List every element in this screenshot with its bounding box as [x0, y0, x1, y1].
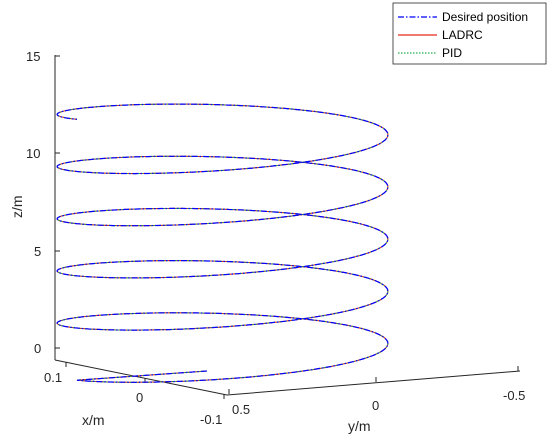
- x-tick-label: 0.1: [44, 370, 62, 385]
- y-tick-label: -0.5: [503, 388, 525, 403]
- legend-label: Desired position: [442, 10, 528, 24]
- axis-box: [54, 55, 521, 396]
- x-tick-label: -0.1: [200, 412, 222, 427]
- legend-box: [392, 2, 547, 65]
- y-tick-label: 0: [372, 398, 379, 413]
- series-line-desired-position: [56, 103, 389, 383]
- z-axis-label: z/m: [9, 195, 25, 218]
- z-tick-label: 10: [26, 146, 40, 161]
- legend-label: LADRC: [442, 28, 483, 42]
- y-axis-line: [226, 370, 521, 396]
- series-line-ladrc: [56, 103, 389, 383]
- x-axis-line: [54, 359, 228, 396]
- y-axis-label: y/m: [348, 418, 371, 434]
- z-tick-label: 15: [26, 49, 40, 64]
- series-group: [56, 103, 389, 383]
- tick-marks: [55, 55, 519, 399]
- z-tick-label: 5: [34, 244, 41, 259]
- z-tick-label: 0: [34, 341, 41, 356]
- legend-label: PID: [442, 46, 462, 60]
- x-tick-label: 0: [136, 390, 143, 405]
- y-tick-label: 0.5: [232, 402, 250, 417]
- legend: Desired position LADRC PID: [392, 2, 547, 65]
- series-line-pid: [56, 103, 389, 383]
- x-axis-label: x/m: [82, 412, 105, 428]
